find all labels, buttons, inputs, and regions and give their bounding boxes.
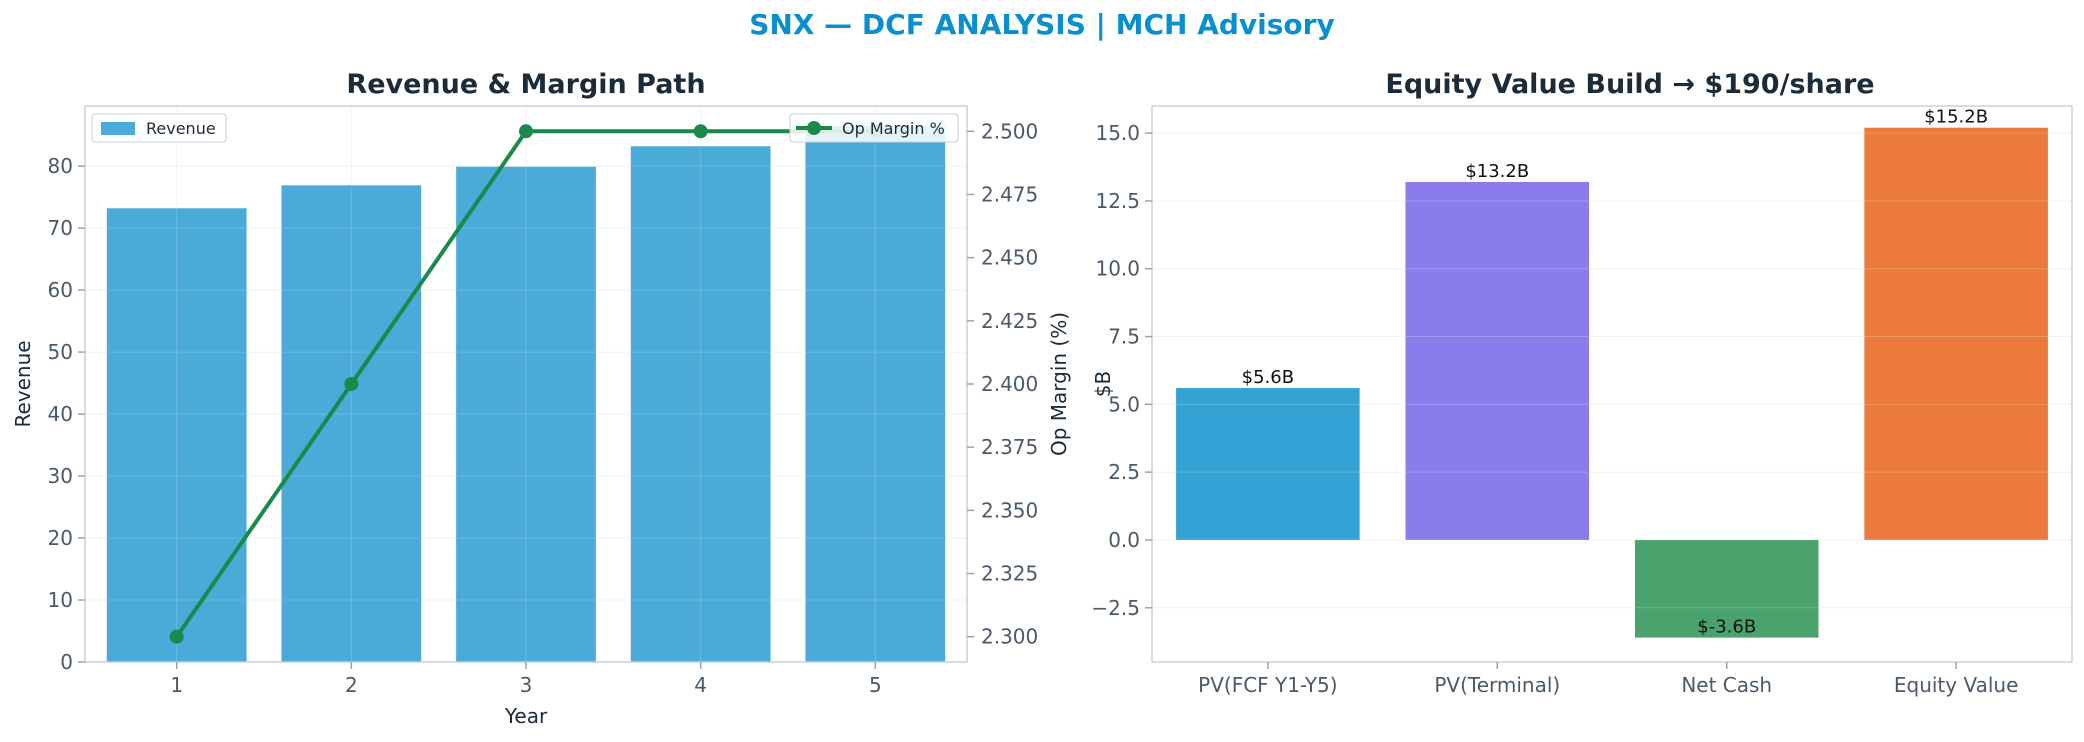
y2-tick-label: 2.500 [981,119,1038,143]
revenue-legend: Revenue [91,113,227,143]
margin-legend: Op Margin % [789,113,959,143]
y-axis-label: $B [1091,371,1115,397]
equity-bar [1864,127,2048,540]
data-label: $15.2B [1924,107,1988,128]
revenue-margin-chart: Revenue & Margin Path 01020304050607080 … [11,69,1071,728]
equity-value-chart: Equity Value Build → $190/share −2.5 0.0 2… [1091,69,2073,697]
y-tick-label: 40 [48,402,73,426]
y2-tick-label: 2.425 [981,309,1038,333]
revenue-bar [281,185,422,662]
legend-marker [807,121,821,135]
y2-tick-label: 2.475 [981,182,1038,206]
y-tick-label: 10.0 [1095,257,1140,281]
y-tick-label: 80 [48,154,73,178]
revenue-bar [805,125,946,662]
data-labels: $5.6B $13.2B $-3.6B $15.2B [1242,107,1988,638]
x-tick-label: PV(FCF Y1-Y5) [1198,673,1337,697]
data-label: $5.6B [1242,367,1294,388]
equity-bar [1176,388,1360,540]
data-label: $-3.6B [1697,617,1756,638]
y-axis-label: Revenue [11,340,35,427]
op-margin-point [344,377,359,391]
equity-bars [1152,127,2072,638]
y-tick-label: 5.0 [1108,392,1140,416]
x-tick-label: 4 [694,673,707,697]
equity-bar [1634,539,1819,638]
revenue-bar [456,166,596,663]
y-tick-label: 15.0 [1095,121,1140,145]
y-tick-label: 50 [48,340,73,364]
y-tick-label: 2.5 [1108,460,1140,484]
x-tick-label: 3 [520,673,533,697]
data-label: $13.2B [1465,161,1529,182]
op-margin-point [519,124,533,139]
y-tick-label: 60 [48,278,73,302]
y2-axis-label: Op Margin (%) [1047,312,1071,456]
legend-swatch [101,122,135,135]
x-tick-label: PV(Terminal) [1434,673,1560,697]
y-tick-label: 10 [48,588,73,612]
x-tick-label: 5 [869,673,882,697]
plot-frame [1151,105,2073,663]
x-tick-label: Equity Value [1894,673,2019,697]
y2-axis: 2.300 2.325 2.350 2.375 2.400 2.425 2.450 2.475… [967,119,1038,649]
y-tick-label: 7.5 [1108,325,1140,349]
equity-bar [1405,181,1590,540]
x-tick-label: Net Cash [1681,673,1772,697]
op-margin-point [693,124,708,139]
revenue-bar [106,208,247,663]
y2-tick-label: 2.375 [981,435,1038,459]
y2-tick-label: 2.325 [981,562,1038,586]
y-tick-label: 0.0 [1108,528,1140,552]
x-axis: PV(FCF Y1-Y5) PV(Terminal) Net Cash Equity … [1198,662,2018,697]
y-tick-label: 0 [60,650,73,674]
y2-tick-label: 2.450 [981,246,1038,270]
x-axis: 1 2 3 4 5 [170,662,882,697]
chart-title: Revenue & Margin Path [346,69,705,100]
op-margin-point [169,629,184,644]
y2-tick-label: 2.350 [981,498,1038,522]
y2-tick-label: 2.400 [981,372,1038,396]
y-tick-label: 70 [48,216,73,240]
y-axis: −2.5 0.0 2.5 5.0 7.5 10.0 12.5 15.0 [1091,121,1152,620]
y-tick-label: −2.5 [1091,596,1140,620]
revenue-bar [630,146,771,662]
y-tick-label: 20 [48,526,73,550]
legend-label-op-margin: Op Margin % [842,119,945,138]
y-tick-label: 30 [48,464,73,488]
y-tick-label: 12.5 [1095,189,1140,213]
chart-title: Equity Value Build → $190/share [1385,69,1874,100]
legend-label-revenue: Revenue [146,119,216,138]
x-tick-label: 1 [170,673,183,697]
y2-tick-label: 2.300 [981,625,1038,649]
revenue-bars [85,106,967,663]
y-axis: 0 10 20 30 40 50 60 70 80 [48,154,85,674]
figure-title: SNX — DCF ANALYSIS | MCH Advisory [749,8,1335,41]
x-tick-label: 2 [345,673,358,697]
x-axis-label: Year [504,704,548,728]
